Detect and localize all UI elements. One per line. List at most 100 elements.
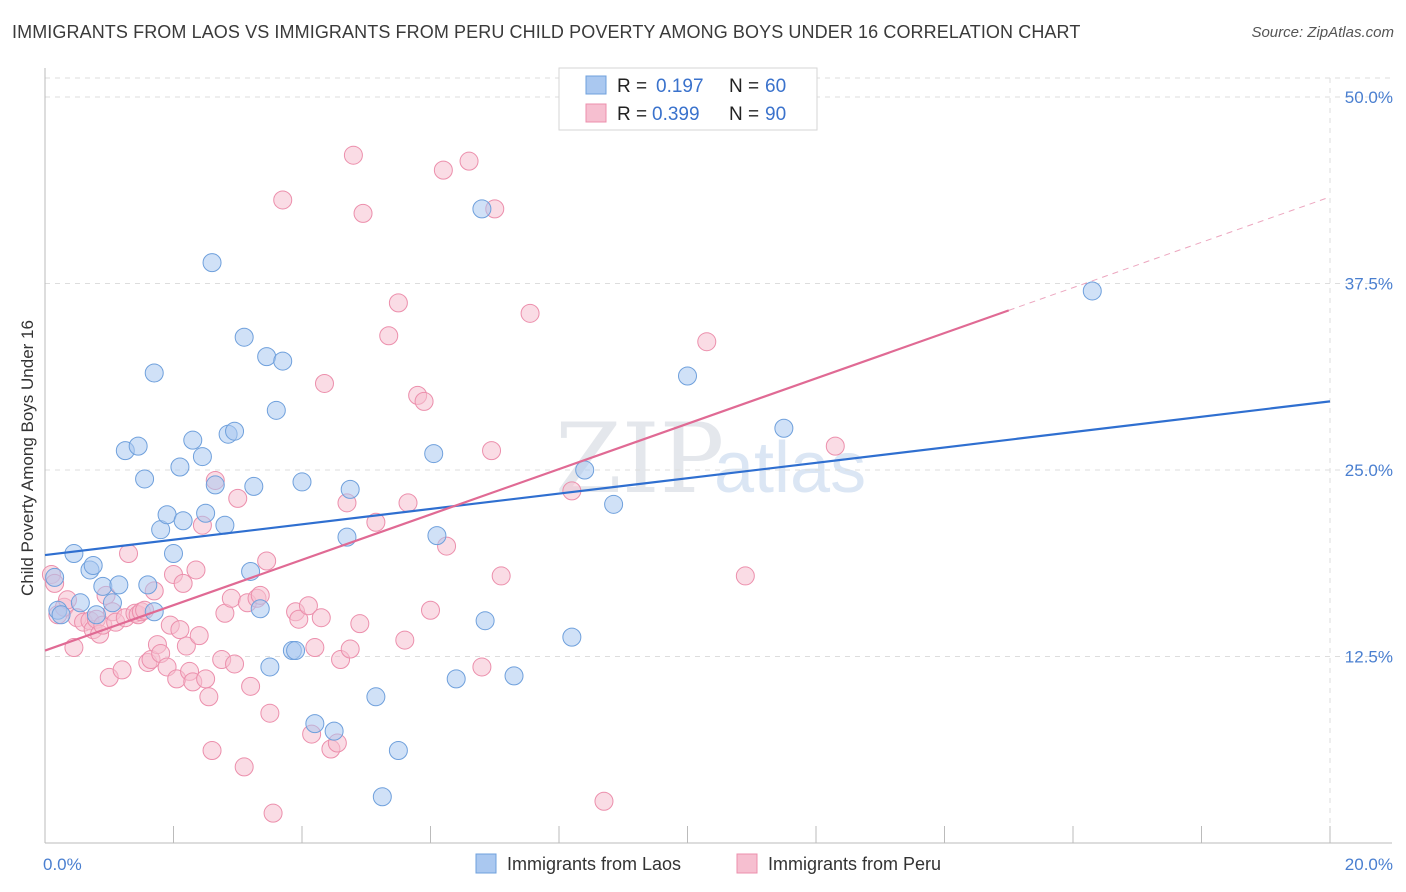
point-peru-89: [520, 303, 540, 323]
point-peru-84: [459, 151, 479, 171]
point-laos-6: [83, 555, 103, 575]
point-laos-8: [93, 576, 113, 596]
point-laos-13: [135, 469, 155, 489]
watermark-atlas: atlas: [714, 428, 866, 508]
point-laos-36: [266, 400, 286, 420]
point-peru-57: [263, 803, 283, 823]
point-laos-57: [678, 366, 697, 386]
point-laos-32: [244, 476, 264, 496]
point-laos-40: [292, 472, 312, 492]
stats-n-label-peru: N =: [729, 104, 759, 125]
point-laos-21: [173, 511, 193, 531]
legend: Immigrants from Laos Immigrants from Per…: [475, 853, 941, 874]
legend-label-peru: Immigrants from Peru: [768, 854, 941, 874]
point-laos-52: [475, 611, 495, 631]
point-laos-46: [372, 787, 392, 807]
point-laos-12: [128, 436, 148, 456]
point-peru-86: [482, 441, 502, 461]
point-peru-91: [594, 791, 614, 811]
point-peru-78: [398, 493, 418, 513]
point-laos-22: [183, 430, 203, 450]
point-peru-73: [353, 203, 373, 223]
point-laos-33: [250, 599, 270, 619]
point-peru-55: [257, 551, 277, 571]
legend-swatch-peru: [736, 853, 758, 874]
point-peru-35: [176, 636, 196, 656]
point-peru-88: [491, 566, 511, 586]
point-peru-52: [241, 676, 261, 696]
point-peru-74: [366, 512, 386, 532]
point-laos-51: [472, 199, 492, 219]
trend-line-peru-extension: [1008, 196, 1331, 311]
y-tick-label-0: 12.5%: [1345, 648, 1393, 667]
point-peru-19: [119, 544, 139, 564]
point-peru-64: [311, 608, 331, 628]
point-peru-34: [173, 573, 193, 593]
point-laos-47: [388, 740, 408, 760]
y-tick-labels: 12.5% 25.0% 37.5% 50.0%: [1345, 88, 1393, 667]
x-tick-label-0: 0.0%: [43, 855, 82, 874]
point-laos-27: [215, 515, 235, 535]
point-laos-34: [257, 347, 277, 367]
point-peru-61: [298, 596, 318, 616]
point-laos-35: [260, 657, 280, 677]
point-peru-72: [350, 614, 370, 634]
stats-box: R = 0.197 N = 60 R = 0.399 N = 90: [558, 67, 818, 131]
legend-label-laos: Immigrants from Laos: [507, 854, 681, 874]
point-laos-49: [427, 526, 447, 546]
stats-r-label-peru: R =: [617, 104, 647, 125]
point-laos-54: [562, 627, 582, 647]
point-peru-17: [112, 660, 132, 680]
point-peru-65: [314, 373, 334, 393]
point-laos-9: [102, 593, 122, 613]
y-tick-label-1: 25.0%: [1345, 461, 1393, 480]
stats-n-value-peru: 90: [765, 104, 786, 125]
point-laos-45: [366, 687, 386, 707]
point-laos-7: [86, 605, 106, 625]
point-peru-63: [305, 638, 325, 658]
point-peru-43: [202, 740, 222, 760]
trend-lines: [44, 196, 1331, 652]
point-peru-93: [735, 566, 755, 586]
y-tick-label-3: 50.0%: [1345, 88, 1393, 107]
axes: [44, 68, 1392, 844]
legend-swatch-laos: [475, 853, 497, 874]
point-peru-56: [260, 703, 280, 723]
point-peru-85: [472, 657, 492, 677]
point-peru-49: [228, 488, 248, 508]
point-laos-20: [170, 457, 190, 477]
stats-swatch-peru: [585, 103, 607, 123]
point-peru-38: [186, 560, 206, 580]
point-laos-19: [164, 544, 183, 564]
point-peru-39: [189, 626, 209, 646]
point-peru-60: [289, 609, 309, 629]
point-peru-50: [234, 757, 254, 777]
stats-r-value-peru: 0.399: [652, 104, 700, 125]
point-laos-48: [424, 444, 444, 464]
x-tick-labels: 0.0% 20.0%: [43, 855, 1393, 874]
point-laos-4: [70, 593, 90, 613]
y-tick-label-2: 37.5%: [1345, 275, 1393, 294]
point-peru-75: [379, 326, 399, 346]
point-laos-14: [138, 575, 158, 595]
point-peru-77: [395, 630, 415, 650]
point-peru-58: [273, 190, 293, 210]
point-laos-37: [273, 351, 293, 371]
point-peru-76: [388, 293, 408, 313]
trend-line-peru: [44, 309, 1010, 652]
point-laos-53: [504, 666, 524, 686]
point-laos-2: [51, 605, 71, 625]
point-laos-39: [286, 641, 306, 661]
stats-r-value-laos: 0.197: [656, 76, 704, 97]
point-laos-24: [196, 503, 216, 523]
point-peru-80: [414, 391, 434, 411]
stats-n-label-laos: N =: [729, 76, 759, 97]
point-laos-58: [774, 418, 794, 438]
data-points: [41, 145, 1102, 823]
point-laos-26: [205, 475, 225, 495]
stats-n-value-laos: 60: [765, 76, 786, 97]
point-laos-25: [202, 253, 222, 273]
x-tick-label-1: 20.0%: [1345, 855, 1393, 874]
point-laos-56: [604, 494, 624, 514]
